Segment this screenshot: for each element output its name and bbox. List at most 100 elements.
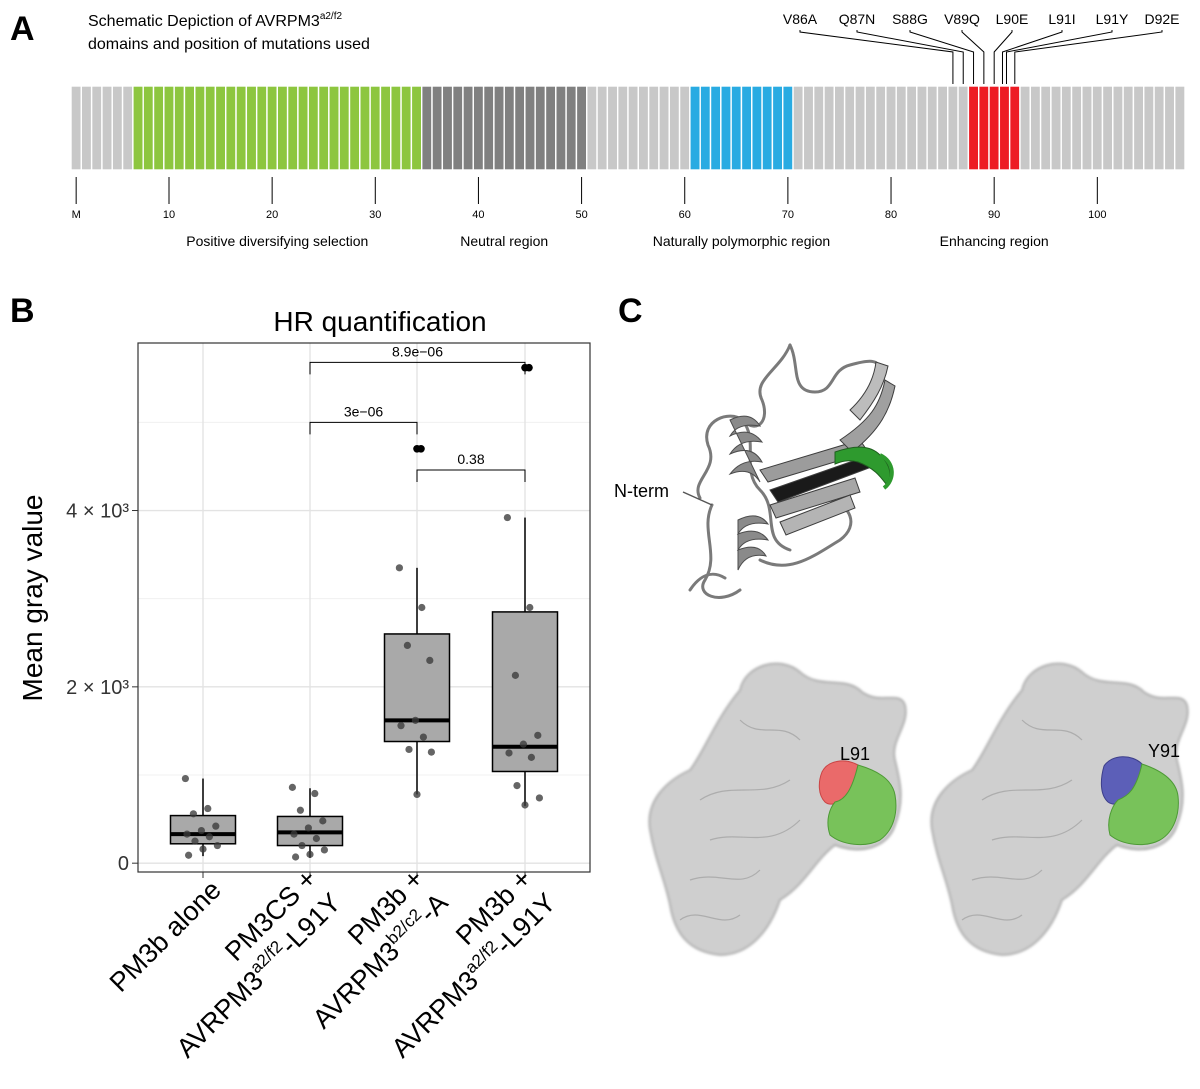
- axis-tick-label-5: 50: [575, 209, 587, 221]
- residue-cell-54: [616, 85, 629, 171]
- residue-cell-56: [637, 85, 650, 171]
- residue-cell-43: [503, 85, 516, 171]
- residue-cell-88: [967, 85, 980, 171]
- panel-c-letter: C: [618, 292, 643, 330]
- region-label-1: Neutral region: [460, 233, 548, 249]
- data-point-2-9: [413, 790, 421, 799]
- n-term-pointer: [682, 491, 713, 506]
- residue-cell-79: [874, 85, 887, 171]
- residue-cell-11: [173, 85, 186, 171]
- outlier-point-0-1: [417, 445, 425, 453]
- region-labels: Positive diversifying selection Neutral r…: [186, 233, 1048, 249]
- residue-cell-39: [462, 85, 474, 171]
- residue-cell-58: [658, 85, 670, 171]
- residue-cell-21: [276, 85, 289, 171]
- data-point-0-3: [212, 822, 220, 830]
- data-point-3-5: [505, 749, 513, 757]
- residue-cell-64: [720, 85, 732, 171]
- residue-cell-20: [266, 85, 278, 171]
- residue-cell-13: [194, 85, 206, 171]
- residue-cell-46: [534, 85, 547, 171]
- data-point-2-5: [397, 722, 405, 730]
- hr-boxplot: 0 2 × 10³ 4 × 10³ 8.9e−06 3e−06 0.38 PM3b alon…: [66, 342, 591, 1063]
- y-axis-label: Mean gray value: [17, 494, 48, 701]
- comparison-label-0: 8.9e−06: [392, 343, 443, 359]
- residue-cell-8: [142, 85, 155, 171]
- residue-cell-70: [782, 85, 794, 171]
- residue-cell-104: [1132, 85, 1145, 171]
- residue-cell-80: [885, 85, 897, 171]
- residue-cell-83: [916, 85, 928, 171]
- data-point-1-2: [296, 806, 304, 814]
- mutation-label-2: S88G: [892, 11, 928, 27]
- residue-cell-93: [1019, 85, 1031, 171]
- region-label-2: Naturally polymorphic region: [653, 233, 830, 249]
- residue-cell-2: [80, 85, 93, 171]
- residue-cell-50: [575, 85, 588, 171]
- residue-cell-63: [709, 85, 722, 171]
- panel-b-letter: B: [10, 292, 35, 330]
- residue-cell-86: [947, 85, 959, 171]
- data-point-1-5: [290, 830, 298, 838]
- mutation-leader-6: [1005, 30, 1113, 84]
- residue-cell-101: [1101, 85, 1114, 171]
- data-point-3-4: [519, 740, 528, 748]
- residue-cell-40: [472, 85, 485, 171]
- comparison-label-1: 3e−06: [344, 403, 384, 419]
- mutation-label-0: V86A: [783, 11, 818, 27]
- mutation-labels: V86A Q87N S88G V89Q L90E L91I L91Y D92E: [783, 11, 1180, 84]
- data-point-2-4: [411, 716, 419, 724]
- surface-structure-left: [648, 662, 907, 956]
- mutation-leader-3: [961, 30, 985, 84]
- residue-cell-55: [627, 85, 640, 171]
- data-point-1-10: [292, 853, 300, 861]
- comparison-bracket-0: [309, 361, 526, 375]
- data-point-3-7: [513, 781, 521, 790]
- data-point-1-1: [311, 789, 319, 798]
- residue-cell-16: [225, 85, 237, 171]
- panel-a: A Schematic Depiction of AVRPM3a2/f2 dom…: [10, 10, 1186, 249]
- data-point-2-8: [427, 748, 435, 756]
- residue-cell-57: [647, 85, 660, 171]
- residue-cell-34: [410, 85, 423, 171]
- residue-cell-47: [544, 85, 557, 171]
- residue-cell-25: [317, 85, 330, 171]
- residue-cell-30: [369, 85, 382, 171]
- chart-title: HR quantification: [273, 306, 486, 337]
- residue-cell-17: [235, 85, 248, 171]
- data-point-0-10: [185, 851, 193, 859]
- data-point-1-3: [319, 817, 327, 825]
- residue-cell-19: [255, 85, 268, 171]
- data-point-1-7: [298, 841, 306, 850]
- residue-cell-33: [400, 85, 413, 171]
- residue-cell-23: [297, 85, 309, 171]
- comparison-bracket-1: [309, 421, 418, 435]
- axis-tick-label-2: 20: [266, 209, 278, 221]
- residue-cell-75: [833, 85, 846, 171]
- mutation-label-1: Q87N: [839, 11, 876, 27]
- data-point-2-6: [419, 733, 427, 741]
- residue-cell-37: [441, 85, 454, 171]
- residue-cell-12: [183, 85, 196, 171]
- residue-cell-4: [101, 85, 113, 171]
- residue-cell-91: [998, 85, 1011, 171]
- residue-cell-96: [1050, 85, 1062, 171]
- mutation-leader-7: [1014, 30, 1163, 84]
- residue-cell-85: [936, 85, 949, 171]
- residue-cell-89: [978, 85, 990, 171]
- residue-cell-22: [286, 85, 299, 171]
- data-point-0-4: [197, 826, 205, 835]
- data-point-2-2: [403, 641, 411, 650]
- mutation-label-5: L91I: [1048, 11, 1075, 27]
- sequence-axis: M 10 20 30 40 50 60 70 80 90 100: [72, 177, 1107, 221]
- data-point-0-1: [204, 804, 212, 813]
- mutation-label-3: V89Q: [944, 11, 980, 27]
- residue-cell-73: [812, 85, 825, 171]
- residue-cell-74: [823, 85, 835, 171]
- residue-cell-72: [802, 85, 815, 171]
- residue-cell-84: [926, 85, 939, 171]
- residue-cell-66: [740, 85, 753, 171]
- panel-c: C: [614, 292, 1189, 956]
- residue-cell-105: [1143, 85, 1155, 171]
- sequence-bar: [70, 85, 1186, 171]
